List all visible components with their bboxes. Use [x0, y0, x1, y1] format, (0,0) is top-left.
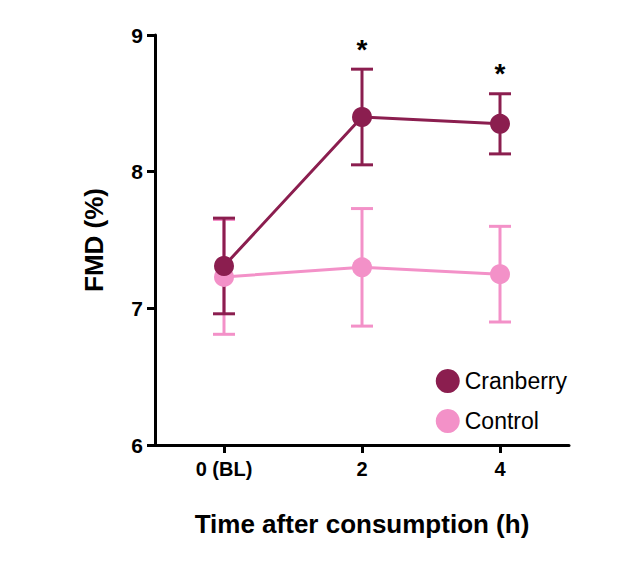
svg-text:9: 9 [131, 24, 143, 47]
svg-text:*: * [357, 34, 368, 65]
svg-text:Time after consumption (h): Time after consumption (h) [195, 509, 530, 539]
svg-text:2: 2 [356, 458, 367, 480]
svg-text:8: 8 [131, 160, 143, 183]
svg-text:Control: Control [465, 408, 539, 434]
svg-text:4: 4 [494, 458, 506, 480]
svg-text:0 (BL): 0 (BL) [196, 458, 253, 480]
svg-text:6: 6 [131, 434, 143, 457]
svg-text:*: * [495, 58, 506, 89]
svg-text:Cranberry: Cranberry [465, 368, 568, 394]
svg-text:FMD (%): FMD (%) [79, 188, 109, 292]
svg-text:7: 7 [131, 297, 143, 320]
